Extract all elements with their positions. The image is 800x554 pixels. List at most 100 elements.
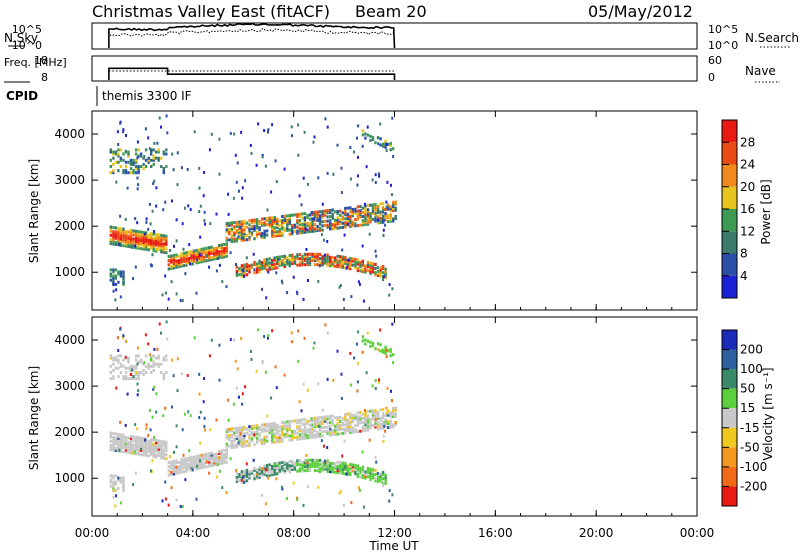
velocity-cell bbox=[248, 470, 251, 474]
velocity-cell bbox=[255, 432, 259, 436]
velocity-cell bbox=[117, 432, 120, 436]
power-cell bbox=[180, 262, 183, 266]
power-cell bbox=[329, 210, 332, 214]
velocity-cell bbox=[329, 425, 332, 429]
velocity-speckle bbox=[193, 336, 196, 340]
y-tick-label: 4000 bbox=[54, 127, 85, 141]
velocity-speckle bbox=[305, 454, 308, 457]
velocity-cell bbox=[250, 439, 254, 443]
velocity-cell bbox=[250, 426, 254, 430]
power-cell bbox=[208, 256, 211, 260]
velocity-cell bbox=[150, 450, 153, 454]
velocity-cell bbox=[329, 466, 332, 469]
velocity-cell bbox=[384, 475, 387, 479]
power-cell bbox=[220, 251, 223, 255]
power-cell bbox=[187, 250, 191, 254]
velocity-cell bbox=[240, 470, 244, 474]
power-cell bbox=[162, 167, 165, 170]
power-cell bbox=[134, 246, 138, 250]
power-cell bbox=[142, 243, 145, 247]
power-cell bbox=[134, 152, 138, 156]
power-cell bbox=[235, 220, 239, 224]
colorbar-tick-label: 200 bbox=[740, 343, 763, 357]
power-cell bbox=[306, 213, 309, 217]
power-cell bbox=[301, 226, 304, 230]
power-speckle bbox=[382, 234, 385, 237]
power-cell bbox=[215, 252, 218, 256]
power-cell bbox=[283, 263, 286, 266]
velocity-cell bbox=[351, 463, 354, 467]
power-speckle bbox=[320, 233, 323, 237]
velocity-cell bbox=[321, 415, 324, 419]
velocity-cell bbox=[213, 461, 216, 465]
power-speckle bbox=[156, 141, 159, 145]
velocity-cell bbox=[162, 444, 165, 448]
velocity-cell bbox=[172, 459, 176, 463]
velocity-cell bbox=[381, 470, 385, 474]
velocity-cell bbox=[170, 464, 173, 468]
power-cell bbox=[281, 261, 284, 265]
noise-tick-left-bottom: 10^0 bbox=[12, 39, 42, 52]
velocity-cell bbox=[243, 434, 246, 438]
power-cell bbox=[291, 260, 294, 263]
velocity-cell bbox=[313, 418, 317, 422]
velocity-cell bbox=[356, 417, 360, 421]
velocity-speckle bbox=[183, 412, 186, 416]
power-speckle bbox=[374, 173, 377, 177]
power-cell bbox=[124, 244, 128, 248]
power-cell bbox=[323, 257, 327, 261]
power-cell bbox=[318, 261, 322, 265]
power-cell bbox=[124, 160, 128, 164]
power-cell bbox=[354, 222, 357, 226]
power-cell bbox=[170, 256, 173, 260]
velocity-speckle bbox=[195, 497, 198, 501]
velocity-cell bbox=[301, 467, 304, 471]
velocity-cell bbox=[334, 424, 337, 428]
velocity-cell bbox=[170, 466, 173, 470]
power-cell bbox=[265, 262, 269, 266]
power-cell bbox=[195, 261, 198, 265]
velocity-cell bbox=[112, 438, 115, 442]
velocity-cell bbox=[381, 350, 385, 354]
velocity-cell bbox=[132, 364, 135, 368]
velocity-cell bbox=[286, 432, 289, 436]
velocity-cell bbox=[258, 438, 261, 442]
power-cell bbox=[220, 255, 223, 259]
power-cell bbox=[361, 221, 365, 225]
velocity-speckle bbox=[361, 450, 364, 454]
velocity-speckle bbox=[280, 485, 283, 489]
power-cell bbox=[225, 254, 228, 258]
power-cell bbox=[162, 238, 165, 242]
velocity-cell bbox=[356, 474, 360, 478]
velocity-cell bbox=[394, 423, 397, 427]
velocity-cell bbox=[321, 417, 324, 421]
x-axis-ticks: 00:00 04:00 08:00 12:00 16:00 20:00 00:00 bbox=[75, 111, 714, 540]
velocity-speckle bbox=[136, 346, 139, 350]
velocity-cell bbox=[346, 468, 349, 472]
power-cell bbox=[160, 238, 163, 241]
velocity-cell bbox=[339, 428, 342, 432]
velocity-cell bbox=[301, 422, 304, 426]
power-speckle bbox=[164, 291, 167, 295]
colorbar-tick-label: 4 bbox=[740, 269, 748, 283]
velocity-cell bbox=[230, 446, 233, 450]
velocity-cell bbox=[271, 428, 274, 432]
power-cell bbox=[250, 265, 254, 269]
velocity-cell bbox=[127, 449, 130, 452]
velocity-cell bbox=[117, 441, 120, 445]
power-cell bbox=[263, 233, 266, 237]
power-cell bbox=[384, 269, 387, 273]
velocity-cell bbox=[265, 468, 269, 472]
power-cell bbox=[313, 219, 317, 223]
power-cell bbox=[129, 235, 133, 239]
velocity-cell bbox=[165, 354, 168, 358]
velocity-ylabel: Slant Range [km] bbox=[27, 366, 41, 470]
velocity-speckle bbox=[263, 335, 266, 338]
velocity-cell bbox=[349, 428, 352, 432]
velocity-cell bbox=[374, 411, 377, 415]
velocity-cell bbox=[175, 459, 178, 463]
power-cell bbox=[248, 223, 251, 227]
velocity-cell bbox=[245, 475, 249, 479]
power-cell bbox=[351, 257, 354, 261]
